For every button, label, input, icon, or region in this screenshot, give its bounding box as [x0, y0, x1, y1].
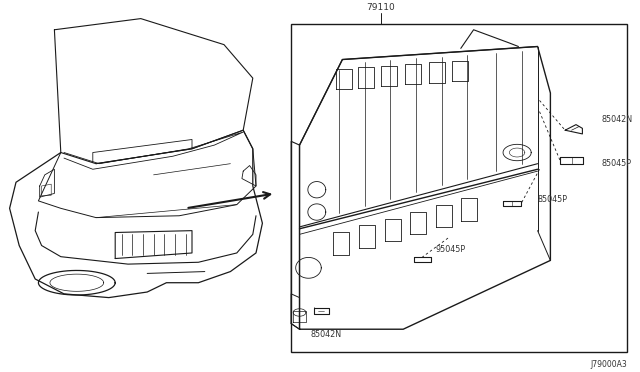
Text: J79000A3: J79000A3 — [591, 360, 627, 369]
Text: 85045P: 85045P — [602, 159, 632, 168]
Text: 85042N: 85042N — [311, 330, 342, 339]
Text: 85045P: 85045P — [538, 195, 568, 203]
Bar — [291, 24, 627, 352]
Text: 95045P: 95045P — [435, 245, 465, 254]
Text: 79110: 79110 — [367, 3, 395, 12]
Text: 85042N: 85042N — [602, 115, 633, 124]
